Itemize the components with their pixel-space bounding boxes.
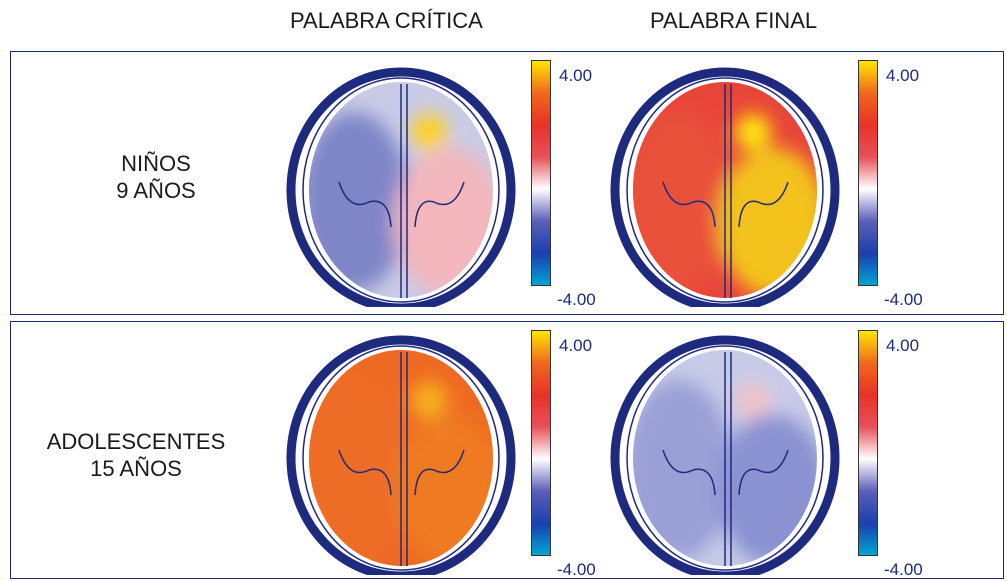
activity-hotspot (735, 382, 771, 418)
activity-hotspot (735, 114, 771, 150)
right-hemisphere-activity (718, 147, 817, 297)
left-sulcus (662, 449, 716, 496)
colorbar-gradient (858, 60, 878, 286)
left-hemisphere-activity (633, 112, 733, 292)
colorbar-min-label: -4.00 (884, 560, 923, 579)
colorbar-fill (858, 330, 878, 556)
colorbar-fill (531, 60, 551, 286)
column-title-final-word: PALABRA FINAL (650, 8, 818, 33)
colorbar-max-label: 4.00 (559, 336, 593, 355)
panel-adolescents: ADOLESCENTES 15 AÑOS 4.00 -4.00 4.00 -4.… (10, 321, 1004, 579)
scalp-line (302, 345, 500, 571)
left-hemisphere-activity (309, 112, 409, 292)
right-sulcus (738, 449, 789, 496)
colorbar-gradient (858, 330, 878, 556)
brain-map-children-final (610, 67, 840, 307)
colorbar-min-label: -4.00 (557, 560, 596, 579)
scalp-line (626, 345, 824, 571)
brain-map-children-critical (286, 67, 516, 307)
row-label-line1: ADOLESCENTES (46, 429, 226, 454)
right-hemisphere-activity (718, 415, 817, 565)
right-hemisphere-activity (394, 147, 493, 297)
right-sulcus (414, 449, 465, 496)
right-sulcus (414, 181, 465, 228)
left-sulcus (662, 181, 716, 228)
right-hemisphere-activity (394, 415, 493, 565)
row-label-children: NIÑOS 9 AÑOS (31, 150, 281, 204)
row-label-adolescents: ADOLESCENTES 15 AÑOS (11, 428, 261, 482)
row-label-line2: 9 AÑOS (116, 178, 196, 203)
panel-children: NIÑOS 9 AÑOS 4.00 -4.00 4.00 -4.00 (10, 51, 1004, 315)
scalp-line (302, 77, 500, 303)
colorbar-min-label: -4.00 (557, 290, 596, 309)
left-hemisphere-activity (633, 380, 733, 560)
left-sulcus (338, 449, 392, 496)
colorbar-min-label: -4.00 (884, 290, 923, 309)
brain-map-adolescents-final (610, 335, 840, 575)
colorbar-max-label: 4.00 (886, 66, 920, 85)
colorbar-fill (531, 330, 551, 556)
colorbar-max-label: 4.00 (886, 336, 920, 355)
colorbar-gradient (531, 60, 551, 286)
row-label-line2: 15 AÑOS (90, 456, 182, 481)
colorbar-fill (858, 60, 878, 286)
right-sulcus (738, 181, 789, 228)
activity-hotspot (411, 382, 447, 418)
colorbar-gradient (531, 330, 551, 556)
left-sulcus (338, 181, 392, 228)
scalp-line (626, 77, 824, 303)
left-hemisphere-activity (309, 380, 409, 560)
colorbar-max-label: 4.00 (559, 66, 593, 85)
brain-map-adolescents-critical (286, 335, 516, 575)
row-label-line1: NIÑOS (121, 151, 191, 176)
activity-hotspot (411, 114, 447, 150)
column-title-critical-word: PALABRA CRÍTICA (290, 8, 483, 33)
